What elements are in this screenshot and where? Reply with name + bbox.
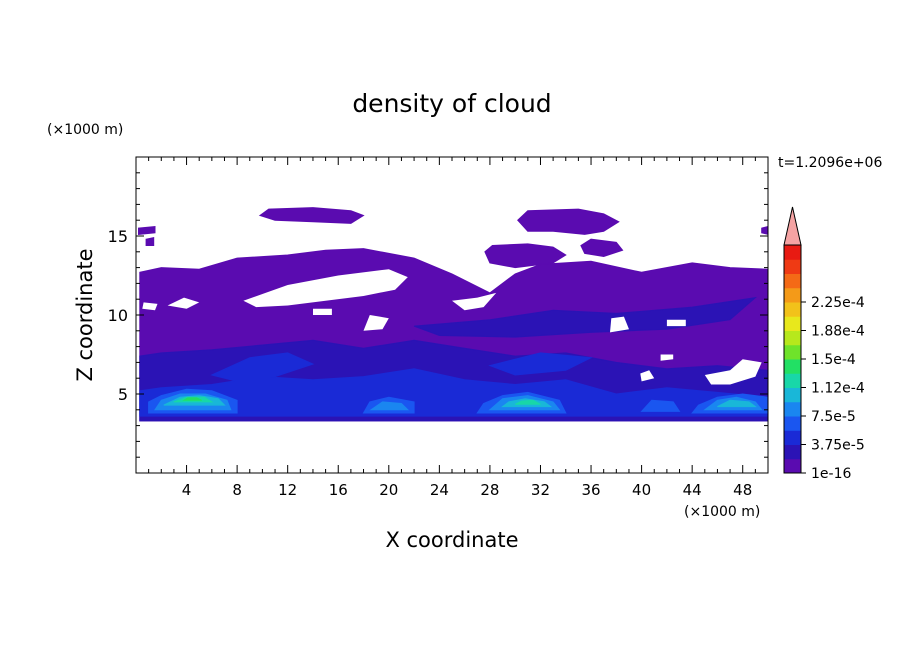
density-region-7 — [761, 225, 768, 235]
clear-sky-gap-8 — [704, 359, 762, 385]
clear-sky-gap-10 — [660, 354, 674, 361]
density-region-10 — [139, 368, 768, 417]
x-tick-label-36: 36 — [581, 481, 600, 499]
x-tick-label-28: 28 — [480, 481, 499, 499]
colorbar-label-5: 1.88e-4 — [811, 324, 865, 340]
clear-sky-gap-0 — [167, 297, 200, 309]
density-region-27 — [182, 397, 202, 401]
density-region-3 — [484, 243, 567, 269]
density-region-26 — [514, 399, 541, 405]
density-region-4 — [580, 238, 624, 258]
x-tick-label-32: 32 — [531, 481, 550, 499]
colorbar-label-2: 7.5e-5 — [811, 409, 856, 425]
density-region-5 — [138, 225, 156, 235]
x-tick-label-8: 8 — [232, 481, 242, 499]
colorbar-segment-0 — [784, 458, 801, 474]
colorbar-segment-6 — [784, 373, 801, 388]
density-field — [138, 207, 768, 422]
colorbar-segment-1 — [784, 444, 801, 460]
density-region-1 — [258, 207, 365, 224]
x-tick-label-24: 24 — [430, 481, 449, 499]
x-tick-label-40: 40 — [632, 481, 651, 499]
colorbar-label-3: 1.12e-4 — [811, 381, 865, 397]
colorbar-segment-7 — [784, 359, 801, 374]
y-tick-label-15: 15 — [108, 227, 128, 246]
clear-sky-gap-4 — [452, 292, 497, 311]
x-tick-label-48: 48 — [733, 481, 752, 499]
density-region-16 — [640, 399, 681, 412]
colorbar-segment-9 — [784, 330, 801, 346]
density-region-24 — [717, 399, 757, 408]
clear-sky-gap-6 — [610, 316, 629, 333]
density-region-21 — [369, 401, 410, 411]
chart-title: density of cloud — [352, 89, 551, 118]
y-tick-label-5: 5 — [118, 385, 128, 404]
x-tick-label-44: 44 — [683, 481, 702, 499]
time-label: t=1.2096e+06 — [778, 155, 882, 171]
colorbar-segment-10 — [784, 316, 801, 331]
colorbar-segment-3 — [784, 416, 801, 431]
colorbar-segment-2 — [784, 430, 801, 445]
colorbar: 1e-16 3.75e-5 7.5e-5 1.12e-4 1.5e-4 1.88e-4 2.… — [783, 206, 865, 482]
x-tick-label-4: 4 — [182, 481, 192, 499]
colorbar-segment-4 — [784, 401, 801, 417]
y-tick-label-10: 10 — [108, 306, 128, 325]
colorbar-segment-13 — [784, 273, 801, 289]
colorbar-segment-8 — [784, 344, 801, 360]
density-region-12 — [488, 352, 593, 376]
colorbar-segment-12 — [784, 287, 801, 303]
density-region-11 — [210, 352, 315, 382]
clear-sky-gap-9 — [640, 370, 655, 382]
x-tick-label-12: 12 — [278, 481, 297, 499]
density-region-9 — [413, 296, 758, 338]
colorbar-extend-arrow — [783, 206, 802, 246]
colorbar-segment-5 — [784, 387, 801, 403]
y-axis-label: Z coordinate — [73, 248, 97, 381]
colorbar-label-4: 1.5e-4 — [811, 352, 856, 368]
density-region-6 — [145, 236, 155, 246]
clear-sky-gap-7 — [666, 319, 686, 327]
colorbar-segment-14 — [784, 259, 801, 274]
colorbar-label-0: 1e-16 — [811, 466, 851, 482]
x-unit-label: (×1000 m) — [684, 504, 760, 520]
x-tick-label-20: 20 — [379, 481, 398, 499]
colorbar-segment-15 — [784, 245, 801, 260]
clear-sky-gap-2 — [313, 308, 332, 315]
density-region-2 — [516, 208, 620, 235]
clear-sky-gap-3 — [142, 302, 158, 311]
y-unit-label: (×1000 m) — [47, 122, 123, 138]
x-axis-label: X coordinate — [385, 528, 518, 552]
clear-sky-gap-5 — [363, 315, 389, 331]
colorbar-label-1: 3.75e-5 — [811, 438, 865, 454]
x-tick-label-16: 16 — [329, 481, 348, 499]
colorbar-label-6: 2.25e-4 — [811, 295, 865, 311]
clear-sky-gap-1 — [243, 269, 408, 308]
colorbar-segment-11 — [784, 302, 801, 317]
